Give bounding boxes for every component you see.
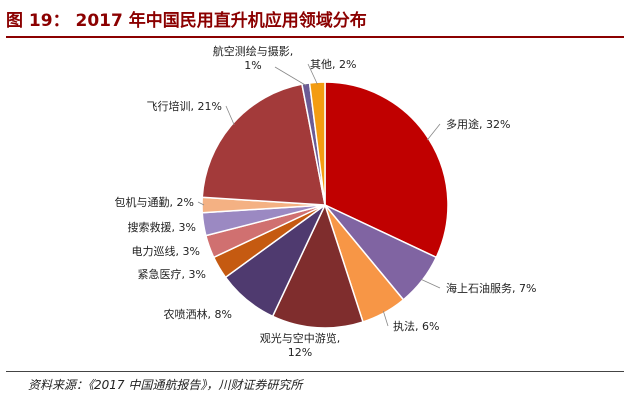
leader-line [274, 66, 307, 86]
data-label: 海上石油服务, 7% [446, 281, 536, 295]
leader-line [426, 123, 441, 141]
data-label: 电力巡线, 3% [132, 244, 200, 258]
leader-line [420, 278, 441, 289]
leader-line [197, 201, 205, 206]
data-label: 紧急医疗, 3% [138, 267, 206, 281]
leader-line [382, 310, 389, 327]
data-label: 搜索救援, 3% [128, 220, 196, 234]
leader-line [307, 63, 318, 85]
source-note: 资料来源：《2017 中国通航报告》，川财证券研究所 [28, 378, 303, 392]
data-label: 航空测绘与摄影, 1% [213, 44, 294, 72]
data-label: 执法, 6% [393, 319, 439, 333]
leader-line [225, 105, 235, 126]
data-label: 农喷洒林, 8% [164, 307, 232, 321]
figure-title: 图 19： 2017 年中国民用直升机应用领域分布 [6, 11, 367, 31]
data-label: 飞行培训, 21% [147, 99, 222, 113]
pie-slice [324, 81, 449, 259]
pie-slice [271, 202, 364, 329]
data-label: 多用途, 32% [446, 117, 510, 131]
data-label: 观光与空中游览, 12% [260, 331, 341, 359]
source-rule [6, 371, 624, 372]
pie-slice [201, 83, 326, 206]
title-rule [6, 36, 624, 38]
pie-slice [308, 81, 326, 206]
data-label: 包机与通勤, 2% [115, 195, 194, 209]
data-label: 其他, 2% [310, 58, 356, 71]
